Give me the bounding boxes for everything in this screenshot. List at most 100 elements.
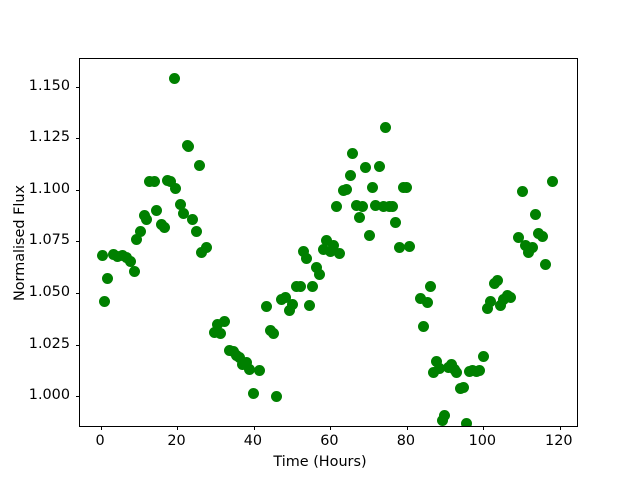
data-point — [380, 121, 392, 133]
data-point — [178, 208, 190, 220]
data-point — [151, 205, 163, 217]
data-point — [418, 320, 430, 332]
data-point — [344, 169, 356, 181]
data-point — [370, 199, 382, 211]
x-axis-tick-label: 40 — [243, 433, 263, 449]
data-point — [208, 326, 220, 338]
data-point — [318, 244, 330, 256]
data-point — [474, 364, 485, 376]
y-axis-tick-label: 1.075 — [28, 232, 70, 249]
data-point — [482, 302, 494, 314]
data-point — [477, 351, 489, 363]
y-axis-tick-mark — [76, 189, 80, 191]
data-point — [360, 161, 372, 173]
data-point — [215, 327, 227, 339]
data-point — [297, 246, 309, 258]
data-point — [135, 225, 147, 237]
data-point — [270, 390, 282, 402]
x-axis-tick-label: 80 — [396, 433, 416, 449]
data-point — [373, 160, 385, 172]
data-point — [261, 300, 273, 312]
data-point — [393, 242, 405, 254]
data-point — [414, 292, 426, 304]
data-point — [101, 273, 113, 285]
data-point — [400, 182, 412, 194]
data-point — [350, 199, 362, 211]
data-point — [536, 230, 548, 242]
data-point — [168, 73, 180, 85]
y-axis-tick-mark — [76, 396, 80, 398]
plot-axes-frame — [76, 58, 578, 430]
data-point — [165, 176, 177, 188]
data-point — [254, 364, 266, 376]
data-point — [387, 200, 399, 212]
data-point — [460, 418, 472, 426]
y-axis-tick-mark — [76, 138, 80, 140]
y-axis-tick-mark — [76, 241, 80, 243]
data-point — [191, 225, 203, 237]
data-point — [520, 240, 532, 252]
data-point — [193, 159, 205, 171]
data-point — [300, 253, 312, 265]
data-point — [128, 265, 140, 277]
data-point — [96, 250, 108, 262]
data-point — [421, 296, 433, 308]
x-axis-tick-label: 20 — [167, 433, 186, 449]
data-point — [404, 241, 416, 253]
scatter-plot-area — [80, 59, 577, 426]
data-point — [458, 382, 470, 394]
data-point — [283, 305, 295, 317]
data-point — [529, 209, 541, 221]
data-point — [334, 248, 346, 260]
data-point — [495, 299, 507, 311]
data-point — [517, 186, 529, 198]
data-point — [186, 214, 198, 226]
data-point — [141, 214, 153, 226]
data-point — [327, 240, 339, 252]
x-axis-tick-mark — [330, 426, 332, 430]
data-point — [196, 247, 208, 259]
data-point — [307, 281, 319, 293]
x-axis-tick-mark — [559, 426, 561, 430]
data-point — [267, 327, 279, 339]
data-point — [321, 234, 333, 246]
x-axis-tick-mark — [483, 426, 485, 430]
data-point — [485, 295, 497, 307]
x-axis-tick-label: 100 — [468, 433, 497, 449]
data-point — [233, 352, 245, 364]
x-axis-tick-label: 60 — [320, 433, 339, 449]
data-point — [434, 362, 446, 374]
data-point — [170, 183, 182, 195]
data-point — [363, 229, 375, 241]
data-point — [427, 366, 439, 378]
data-point — [244, 363, 256, 375]
data-point — [314, 268, 326, 280]
x-axis-tick-mark — [406, 426, 408, 430]
data-point — [377, 200, 389, 212]
data-point — [212, 319, 224, 331]
x-axis-tick-label: 0 — [95, 433, 105, 449]
data-point — [523, 247, 535, 259]
data-point — [148, 176, 160, 188]
data-point — [539, 258, 551, 270]
y-axis-tick-label: 1.100 — [28, 180, 70, 197]
data-point — [331, 200, 343, 212]
x-axis-tick-label: 120 — [545, 433, 573, 449]
data-point — [158, 221, 170, 233]
data-point — [304, 299, 316, 311]
data-point — [451, 366, 463, 378]
data-point — [124, 255, 136, 267]
data-point — [287, 298, 299, 310]
y-axis-tick-mark — [76, 344, 80, 346]
data-point — [505, 291, 517, 303]
data-point — [294, 281, 306, 293]
data-point — [240, 356, 252, 368]
data-point — [99, 295, 111, 307]
x-axis-tick-mark — [253, 426, 255, 430]
data-point — [183, 141, 195, 153]
x-axis-tick-mark — [177, 426, 179, 430]
y-axis-tick-label: 1.000 — [28, 386, 70, 403]
y-axis-tick-label: 1.025 — [28, 335, 70, 352]
data-point — [430, 355, 442, 367]
